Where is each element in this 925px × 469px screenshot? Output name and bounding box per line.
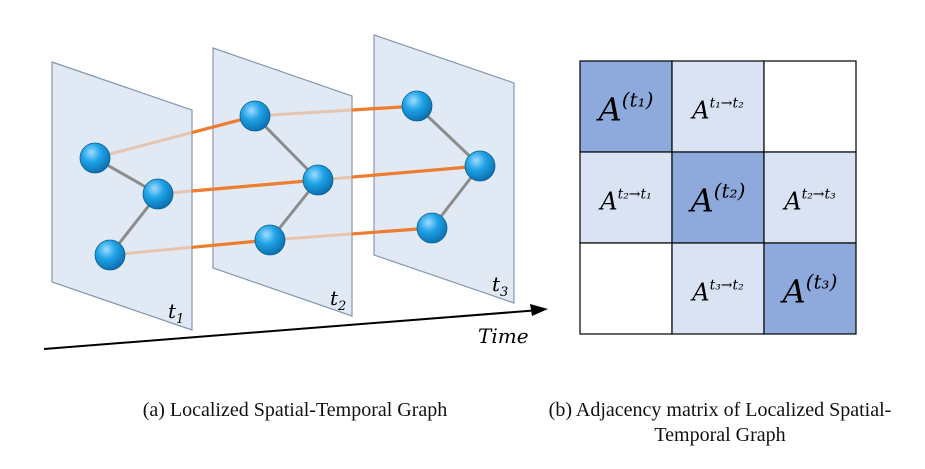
matrix-label-r3c2: At₃→t₂ bbox=[690, 278, 744, 307]
time-planes bbox=[51, 34, 515, 331]
matrix-label-r2c1: At₂→t₁ bbox=[598, 187, 652, 216]
temporal-edges bbox=[94, 104, 481, 257]
node-t1-3 bbox=[94, 239, 126, 271]
caption-a: (a) Localized Spatial-Temporal Graph bbox=[142, 399, 448, 421]
time-plane-1 bbox=[51, 61, 193, 331]
node-t2-1 bbox=[239, 100, 271, 132]
matrix-label-r3c3: A(t₃) bbox=[780, 270, 838, 311]
frame-label-t2: t2 bbox=[330, 286, 346, 314]
matrix-label-r1c2: At₁→t₂ bbox=[690, 96, 744, 125]
matrix-cell-r3c3 bbox=[763, 242, 857, 335]
node-t2-3 bbox=[254, 224, 286, 256]
adjacency-matrix: A(t₁) At₁→t₂ At₂→t₁ A(t₂) At₂→t₃ At₃→t₂ A(t₃) bbox=[579, 60, 857, 335]
matrix-cell-r1c3 bbox=[763, 60, 857, 153]
time-axis-label: Time bbox=[478, 324, 529, 348]
matrix-cell-r3c2 bbox=[671, 242, 765, 335]
time-axis bbox=[43, 304, 548, 350]
caption-b: (b) Adjacency matrix of Localized Spatia… bbox=[548, 399, 892, 446]
matrix-label-r1c1: A(t₁) bbox=[596, 88, 654, 129]
frame-label-t1: t1 bbox=[168, 299, 184, 327]
matrix-cell-r3c1 bbox=[579, 242, 673, 335]
matrix-cell-r2c1 bbox=[579, 151, 673, 244]
frame-label-t3: t3 bbox=[492, 272, 508, 300]
temporal-edge-f2-n2 bbox=[351, 164, 481, 179]
node-t3-1 bbox=[401, 90, 433, 122]
matrix-label-r2c2: A(t₂) bbox=[688, 179, 746, 220]
node-t3-2 bbox=[464, 150, 496, 182]
temporal-edge-f1-n2 bbox=[191, 178, 319, 193]
node-t2-2 bbox=[302, 164, 334, 196]
graph-nodes bbox=[79, 90, 496, 271]
matrix-label-r2c3: At₂→t₃ bbox=[782, 187, 836, 216]
node-t1-2 bbox=[142, 178, 174, 210]
node-t1-1 bbox=[79, 142, 111, 174]
node-t3-3 bbox=[416, 212, 448, 244]
